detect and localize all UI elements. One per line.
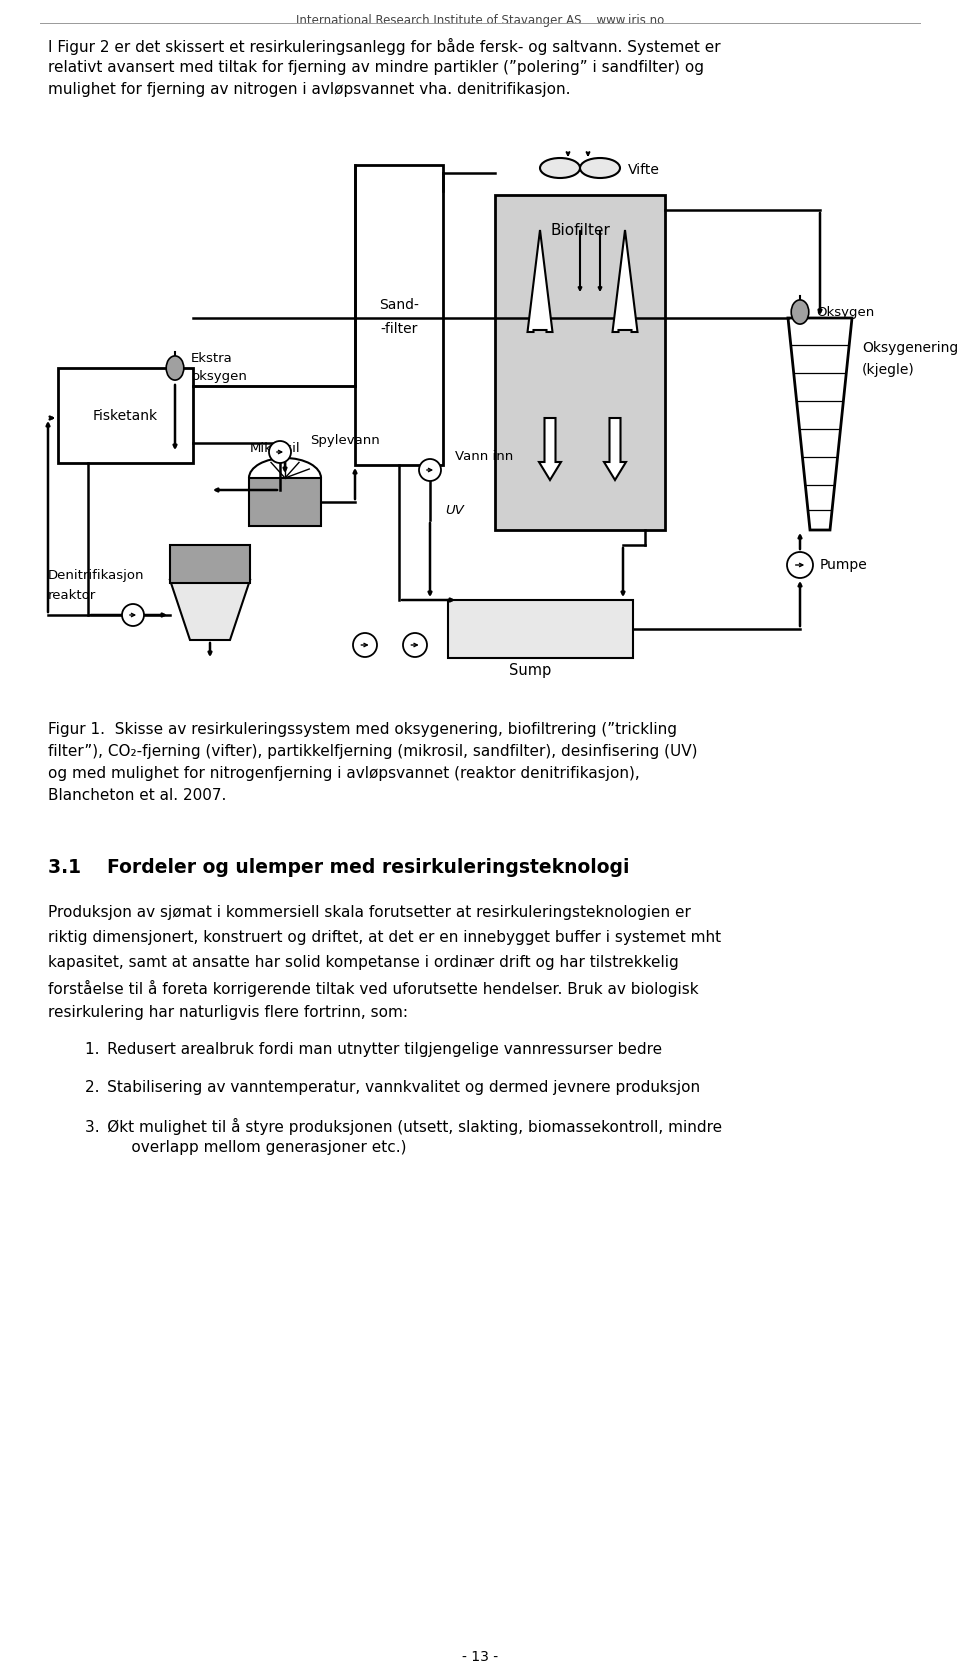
Ellipse shape	[166, 357, 183, 380]
Text: kapasitet, samt at ansatte har solid kompetanse i ordinær drift og har tilstrekk: kapasitet, samt at ansatte har solid kom…	[48, 955, 679, 970]
Text: 3. Økt mulighet til å styre produksjonen (utsett, slakting, biomassekontroll, mi: 3. Økt mulighet til å styre produksjonen…	[85, 1118, 722, 1135]
Text: -filter: -filter	[380, 322, 418, 337]
Text: Spylevann: Spylevann	[310, 433, 380, 446]
Circle shape	[403, 633, 427, 656]
Bar	[170, 545, 250, 583]
Text: 2. Stabilisering av vanntemperatur, vannkvalitet og dermed jevnere produksjon: 2. Stabilisering av vanntemperatur, vann…	[85, 1080, 700, 1095]
Text: og med mulighet for nitrogenfjerning i avløpsvannet (reaktor denitrifikasjon),: og med mulighet for nitrogenfjerning i a…	[48, 766, 639, 781]
Text: Produksjon av sjømat i kommersiell skala forutsetter at resirkuleringsteknologie: Produksjon av sjømat i kommersiell skala…	[48, 905, 691, 920]
Text: relativt avansert med tiltak for fjerning av mindre partikler (”polering” i sand: relativt avansert med tiltak for fjernin…	[48, 60, 704, 75]
Text: mulighet for fjerning av nitrogen i avløpsvannet vha. denitrifikasjon.: mulighet for fjerning av nitrogen i avlø…	[48, 82, 570, 97]
Text: - 13 -: - 13 -	[462, 1649, 498, 1664]
Text: International Research Institute of Stavanger AS    www.iris.no: International Research Institute of Stav…	[296, 13, 664, 27]
Text: Blancheton et al. 2007.: Blancheton et al. 2007.	[48, 788, 227, 803]
Text: Vann inn: Vann inn	[455, 450, 514, 463]
Bar	[495, 195, 665, 530]
Text: resirkulering har naturligvis flere fortrinn, som:: resirkulering har naturligvis flere fort…	[48, 1005, 408, 1020]
Text: Pumpe: Pumpe	[820, 558, 868, 571]
Bar	[249, 478, 321, 526]
Text: Mikrosil: Mikrosil	[250, 441, 300, 455]
Polygon shape	[527, 230, 553, 332]
Text: Oksygenering: Oksygenering	[862, 342, 958, 355]
Text: 1. Redusert arealbruk fordi man utnytter tilgjengelige vannressurser bedre: 1. Redusert arealbruk fordi man utnytter…	[85, 1041, 662, 1056]
Polygon shape	[539, 418, 561, 480]
Text: Sand-: Sand-	[379, 298, 419, 312]
Text: overlapp mellom generasjoner etc.): overlapp mellom generasjoner etc.)	[107, 1140, 406, 1155]
Text: UV: UV	[445, 503, 465, 516]
Text: I Figur 2 er det skissert et resirkuleringsanlegg for både fersk- og saltvann. S: I Figur 2 er det skissert et resirkuleri…	[48, 38, 721, 55]
Text: Biofilter: Biofilter	[550, 223, 610, 238]
Text: (kjegle): (kjegle)	[862, 363, 915, 377]
Text: reaktor: reaktor	[48, 588, 96, 601]
Ellipse shape	[580, 158, 620, 178]
Text: Fisketank: Fisketank	[93, 408, 158, 423]
Text: forståelse til å foreta korrigerende tiltak ved uforutsette hendelser. Bruk av b: forståelse til å foreta korrigerende til…	[48, 980, 699, 996]
Circle shape	[787, 551, 813, 578]
Text: Sump: Sump	[509, 663, 551, 678]
Polygon shape	[612, 230, 637, 332]
Circle shape	[419, 460, 441, 481]
Circle shape	[269, 441, 291, 463]
Text: Vifte: Vifte	[628, 163, 660, 177]
Polygon shape	[170, 580, 250, 640]
Text: Figur 1.  Skisse av resirkuleringssystem med oksygenering, biofiltrering (”trick: Figur 1. Skisse av resirkuleringssystem …	[48, 721, 677, 736]
Polygon shape	[788, 318, 852, 530]
Text: Denitrifikasjon: Denitrifikasjon	[48, 568, 145, 581]
Bar	[355, 165, 443, 465]
Text: Oksygen: Oksygen	[816, 305, 875, 318]
Text: riktig dimensjonert, konstruert og driftet, at det er en innebygget buffer i sys: riktig dimensjonert, konstruert og drift…	[48, 930, 721, 945]
Bar	[448, 600, 633, 658]
Circle shape	[122, 605, 144, 626]
Text: filter”), CO₂-fjerning (vifter), partikkelfjerning (mikrosil, sandfilter), desin: filter”), CO₂-fjerning (vifter), partikk…	[48, 745, 698, 760]
Polygon shape	[604, 418, 626, 480]
Ellipse shape	[540, 158, 580, 178]
Text: oksygen: oksygen	[191, 370, 247, 383]
Ellipse shape	[791, 300, 808, 325]
Bar	[58, 368, 193, 463]
Circle shape	[353, 633, 377, 656]
Text: 3.1    Fordeler og ulemper med resirkuleringsteknologi: 3.1 Fordeler og ulemper med resirkulerin…	[48, 858, 630, 876]
Text: Ekstra: Ekstra	[191, 352, 232, 365]
